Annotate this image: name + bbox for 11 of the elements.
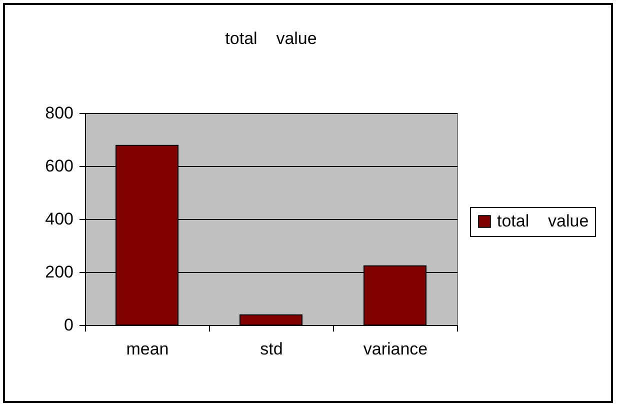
x-tick-label: variance: [363, 340, 428, 358]
y-tick-label: 400: [45, 210, 74, 228]
y-tick-label: 800: [45, 104, 74, 122]
y-tick-label: 200: [45, 262, 74, 282]
x-tick-label: std: [260, 340, 283, 358]
chart-title: total value: [225, 29, 317, 48]
y-tick-label: 600: [45, 156, 74, 176]
bar: [240, 314, 302, 326]
y-tick-label: 0: [64, 316, 74, 334]
legend-label: total value: [497, 212, 589, 230]
x-tick-label: mean: [126, 340, 169, 358]
